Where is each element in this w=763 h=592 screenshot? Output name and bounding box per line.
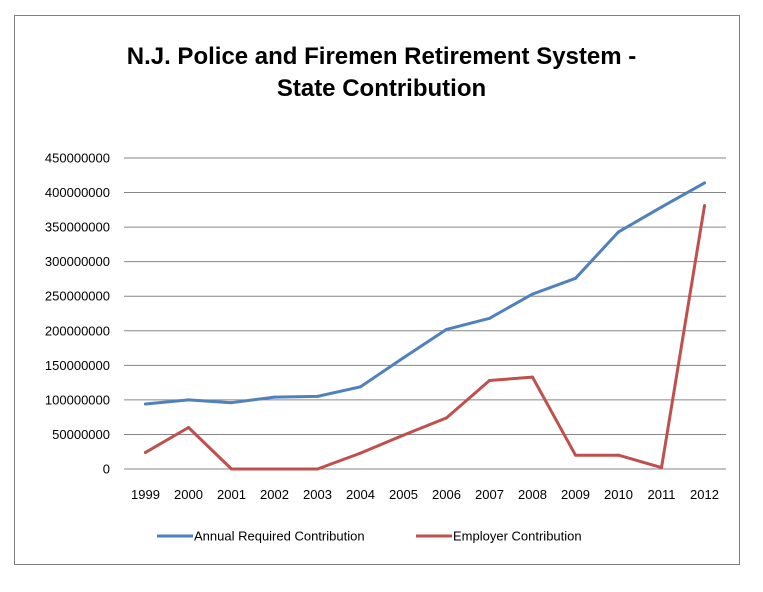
- data-point: [144, 402, 147, 406]
- y-axis-tick-labels: 0 50000000 100000000 150000000 200000000 2500…: [45, 151, 110, 477]
- x-tick-label: 2009: [561, 487, 590, 502]
- x-tick-label: 2008: [518, 487, 547, 502]
- data-point: [617, 453, 620, 457]
- data-point: [445, 416, 448, 420]
- data-point: [273, 467, 276, 471]
- x-tick-label: 2004: [346, 487, 375, 502]
- x-tick-label: 2005: [389, 487, 418, 502]
- x-axis-tick-labels: 1999 2000 2001 2002 2003 2004 2005 2006 2007 2008…: [131, 487, 719, 502]
- data-point: [703, 204, 706, 208]
- x-tick-label: 2012: [690, 487, 719, 502]
- legend: Annual Required Contribution Employer Con…: [157, 529, 582, 544]
- data-point: [531, 375, 534, 379]
- series-line: [144, 181, 706, 406]
- chart-frame: [14, 15, 740, 565]
- legend-label: Annual Required Contribution: [194, 529, 365, 544]
- y-tick-label: 100000000: [45, 392, 110, 407]
- y-tick-label: 0: [103, 462, 110, 477]
- y-tick-label: 350000000: [45, 220, 110, 235]
- y-tick-label: 50000000: [52, 427, 110, 442]
- data-point: [574, 276, 577, 280]
- x-tick-label: 2003: [303, 487, 332, 502]
- data-point: [574, 453, 577, 457]
- x-tick-label: 2011: [648, 487, 676, 502]
- gridlines: [124, 157, 726, 470]
- data-point: [402, 356, 405, 360]
- x-tick-label: 2006: [432, 487, 461, 502]
- data-point: [488, 379, 491, 383]
- data-point: [316, 394, 319, 398]
- data-point: [316, 467, 319, 471]
- data-point: [488, 316, 491, 320]
- y-tick-label: 150000000: [45, 358, 110, 373]
- data-point: [187, 398, 190, 402]
- x-tick-label: 1999: [131, 487, 160, 502]
- y-tick-label: 400000000: [45, 185, 110, 200]
- chart-title-line-1: N.J. Police and Firemen Retirement Syste…: [126, 43, 637, 70]
- data-point: [445, 327, 448, 331]
- x-tick-label: 2000: [174, 487, 203, 502]
- series-line: [144, 204, 706, 471]
- data-point: [402, 433, 405, 437]
- data-point: [703, 181, 706, 185]
- data-point: [359, 451, 362, 455]
- chart-subtitle: State Contribution: [276, 75, 487, 102]
- data-point: [617, 230, 620, 234]
- series-2: [144, 204, 706, 471]
- data-point: [660, 466, 663, 470]
- data-point: [359, 385, 362, 389]
- y-tick-label: 250000000: [45, 289, 110, 304]
- data-point: [230, 467, 233, 471]
- y-tick-label: 300000000: [45, 254, 110, 269]
- legend-label: Employer Contribution: [453, 529, 582, 544]
- y-tick-label: 200000000: [45, 323, 110, 338]
- data-point: [187, 426, 190, 430]
- data-point: [273, 395, 276, 399]
- series-1: [144, 181, 706, 406]
- x-tick-label: 2002: [260, 487, 289, 502]
- chart-title: N.J. Police and Firemen Retirement Syste…: [0, 41, 763, 105]
- data-point: [531, 292, 534, 296]
- series-lines: [144, 181, 706, 471]
- data-point: [144, 450, 147, 454]
- x-tick-label: 2010: [604, 487, 633, 502]
- x-tick-label: 2007: [475, 487, 504, 502]
- data-point: [230, 401, 233, 405]
- x-tick-label: 2001: [217, 487, 246, 502]
- y-tick-label: 450000000: [45, 151, 110, 166]
- data-point: [660, 205, 663, 209]
